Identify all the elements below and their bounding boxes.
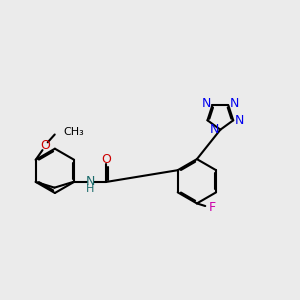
Text: O: O — [41, 139, 50, 152]
Text: F: F — [208, 201, 216, 214]
Text: N: N — [85, 176, 95, 188]
Text: H: H — [86, 184, 94, 194]
Text: N: N — [230, 98, 239, 110]
Text: N: N — [234, 114, 244, 127]
Text: CH₃: CH₃ — [64, 127, 85, 137]
Text: N: N — [210, 123, 219, 136]
Text: N: N — [202, 98, 211, 110]
Text: O: O — [101, 153, 111, 166]
